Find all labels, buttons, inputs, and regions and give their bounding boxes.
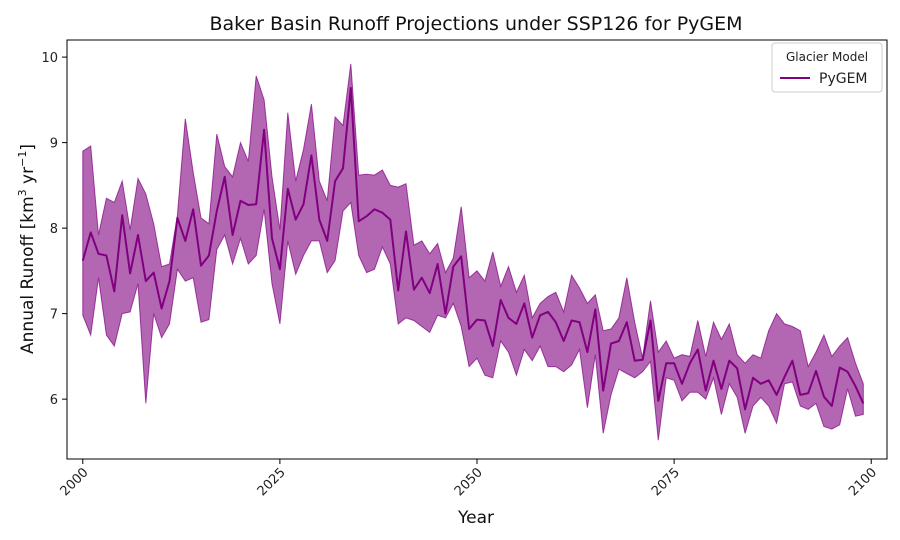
x-axis-ticks: 2000 2025 2050 2075 2100 bbox=[58, 459, 880, 499]
y-axis-ticks: 6 7 8 9 10 bbox=[41, 51, 67, 408]
y-tick-label: 8 bbox=[50, 222, 58, 237]
legend: Glacier Model PyGEM bbox=[771, 42, 883, 93]
legend-title: Glacier Model bbox=[786, 50, 868, 64]
legend-label-pygem: PyGEM bbox=[819, 71, 868, 87]
x-axis-label: Year bbox=[457, 508, 494, 528]
x-tick-label: 2000 bbox=[58, 465, 92, 499]
x-tick-label: 2100 bbox=[846, 465, 880, 499]
uncertainty-band-pygem bbox=[82, 63, 864, 441]
x-tick-label: 2025 bbox=[255, 465, 289, 499]
series-line-pygem bbox=[81, 86, 865, 411]
x-tick-label: 2075 bbox=[649, 465, 683, 499]
y-tick-label: 10 bbox=[41, 51, 58, 66]
y-tick-label: 6 bbox=[50, 393, 58, 408]
chart-title: Baker Basin Runoff Projections under SSP… bbox=[209, 13, 742, 35]
y-tick-label: 7 bbox=[50, 308, 58, 323]
series-line-layer bbox=[81, 86, 865, 411]
x-tick-label: 2050 bbox=[452, 465, 486, 499]
y-tick-label: 9 bbox=[50, 137, 58, 152]
y-axis-label: Annual Runoff [km3 yr−1] bbox=[16, 144, 38, 354]
legend-box bbox=[771, 42, 883, 93]
uncertainty-band-layer bbox=[82, 63, 864, 441]
